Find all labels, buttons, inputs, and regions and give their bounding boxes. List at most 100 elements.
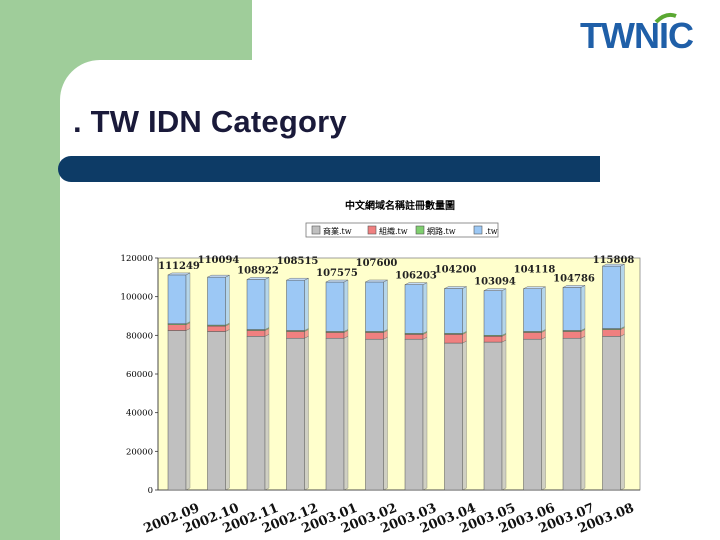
bar-top xyxy=(207,274,230,278)
bar-segment xyxy=(404,284,424,334)
bar-segment xyxy=(523,332,542,340)
bar-total-label: 115808 xyxy=(593,255,635,266)
bar-segment xyxy=(325,337,345,491)
bar-total-label: 106203 xyxy=(395,271,437,282)
bar-top xyxy=(483,288,507,291)
bar-segment xyxy=(483,290,503,336)
y-tick-label: 20000 xyxy=(126,447,153,457)
bar-total-label: 110094 xyxy=(198,255,240,266)
legend-label: 商業.tw xyxy=(323,226,352,236)
legend-swatch xyxy=(311,225,321,235)
bar-segment xyxy=(167,324,187,331)
bar-segment xyxy=(602,329,621,337)
bar-segment-side xyxy=(343,279,349,332)
bar-segment xyxy=(444,342,463,491)
legend-label: 組織.tw xyxy=(379,226,408,236)
bar-segment-side xyxy=(580,285,586,331)
bar-segment-side xyxy=(541,336,546,491)
bar-total-label: 111249 xyxy=(158,261,200,272)
bar-segment-side xyxy=(422,282,428,334)
bar-top xyxy=(167,272,191,276)
bar-total-label: 104200 xyxy=(435,265,477,276)
bar-top xyxy=(246,277,270,280)
svg-text:TWNIC: TWNIC xyxy=(580,15,694,56)
bar-segment-side xyxy=(501,288,507,336)
bar-segment xyxy=(404,338,424,491)
bar-total-label: 107575 xyxy=(316,268,358,279)
bar-segment-side xyxy=(185,272,191,325)
bar-segment-side xyxy=(185,328,191,491)
bar-segment-side xyxy=(501,339,507,491)
bar-segment xyxy=(562,337,582,491)
bar-segment xyxy=(523,338,542,491)
chart-title: 中文網域名稱註冊數量圖 xyxy=(345,199,455,212)
bar-segment-side xyxy=(383,279,388,332)
bar-segment-side xyxy=(383,336,388,491)
bar-segment xyxy=(365,281,384,332)
bar-segment xyxy=(602,336,621,491)
legend-label: .tw xyxy=(485,227,498,236)
legend-label: 網路.tw xyxy=(427,226,456,236)
bar-segment xyxy=(404,334,424,340)
plot-area xyxy=(157,257,641,491)
legend-swatch xyxy=(415,225,425,235)
bar-segment-side xyxy=(462,286,467,334)
bar-total-label: 103094 xyxy=(474,277,516,288)
bar-total-label: 104118 xyxy=(514,265,556,276)
bar-segment xyxy=(167,330,187,491)
bar-segment xyxy=(325,332,345,339)
bar-segment-side xyxy=(343,335,349,491)
y-tick-label: 100000 xyxy=(121,293,153,303)
bar-segment xyxy=(246,336,266,491)
bar-top xyxy=(523,286,546,289)
bar-segment xyxy=(207,331,226,491)
bar-segment xyxy=(325,281,345,332)
y-tick-label: 120000 xyxy=(121,254,153,264)
title-underline-bar xyxy=(58,156,600,182)
bar-segment xyxy=(207,325,226,332)
slide-title: . TW IDN Category xyxy=(73,104,347,139)
bar-segment xyxy=(246,279,266,330)
y-tick-label: 40000 xyxy=(126,409,153,419)
bar-top xyxy=(404,282,428,285)
chart-legend-box xyxy=(305,222,499,238)
bar-total-label: 108515 xyxy=(277,256,319,267)
bar-segment xyxy=(207,276,226,326)
bar-segment-side xyxy=(304,277,309,331)
y-tick-label: 60000 xyxy=(126,370,153,380)
bar-segment xyxy=(483,336,503,343)
bar-segment xyxy=(602,265,621,329)
bar-segment-side xyxy=(462,340,467,491)
bar-segment-side xyxy=(620,263,625,329)
bar-segment xyxy=(167,274,187,324)
bar-segment xyxy=(246,330,266,337)
legend-swatch xyxy=(473,225,483,235)
bar-segment xyxy=(523,288,542,332)
legend-swatch xyxy=(367,225,377,235)
bar-segment-side xyxy=(422,336,428,491)
bar-segment-side xyxy=(225,274,230,326)
bar-segment-side xyxy=(541,286,546,332)
bar-top xyxy=(286,278,309,281)
bar-segment xyxy=(365,338,384,491)
bar-segment xyxy=(444,288,463,334)
bar-segment xyxy=(444,334,463,344)
y-tick-label: 0 xyxy=(148,486,153,496)
bar-segment-side xyxy=(304,335,309,491)
bar-segment xyxy=(562,331,582,339)
bar-segment xyxy=(365,332,384,340)
bar-segment-side xyxy=(264,333,270,491)
twnic-logo: TWNIC xyxy=(580,12,695,56)
bar-top xyxy=(444,286,467,289)
bar-segment-side xyxy=(620,333,625,491)
bar-segment xyxy=(562,287,582,331)
bar-top xyxy=(365,279,388,283)
y-tick-label: 80000 xyxy=(126,331,153,341)
bar-top xyxy=(602,263,625,267)
bar-segment-side xyxy=(580,335,586,491)
bar-segment-side xyxy=(225,329,230,491)
bar-total-label: 108922 xyxy=(237,265,279,276)
bar-segment xyxy=(286,337,305,491)
bar-segment xyxy=(286,331,305,339)
